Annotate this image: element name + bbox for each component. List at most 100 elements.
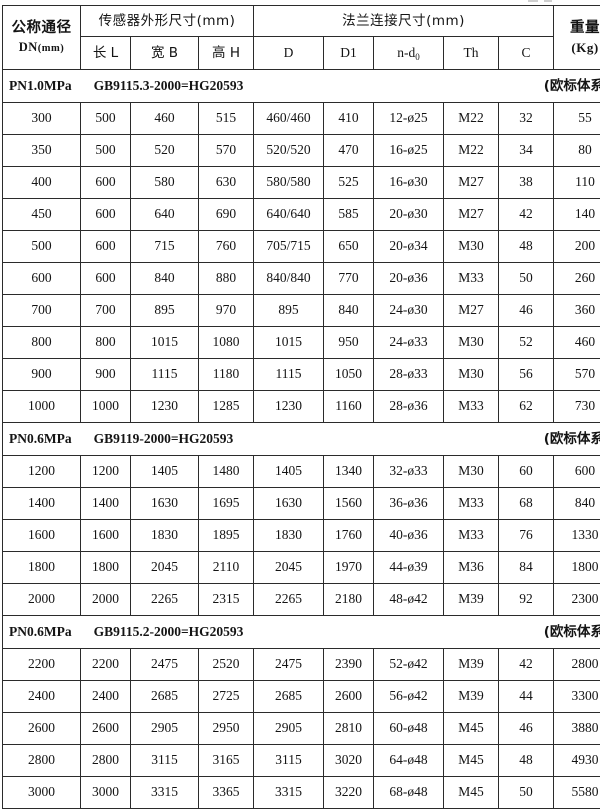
table-cell: M45 [444,777,499,809]
table-cell: 1015 [254,327,324,359]
table-cell: 50 [499,263,554,295]
table-cell: 2300 [554,584,600,616]
table-cell: 840 [131,263,199,295]
table-cell: 1480 [199,456,254,488]
table-cell: 730 [554,391,600,423]
table-cell: 28-ø33 [374,359,444,391]
table-cell: 48 [499,231,554,263]
table-cell: 1405 [254,456,324,488]
table-cell: 580/580 [254,167,324,199]
table-cell: 260 [554,263,600,295]
table-cell: 44 [499,681,554,713]
table-cell: 50 [499,777,554,809]
table-cell: 1050 [324,359,374,391]
table-cell: 1405 [131,456,199,488]
table-cell: 1340 [324,456,374,488]
table-cell: 2905 [131,713,199,745]
table-cell: 600 [81,263,131,295]
table-cell: 2200 [3,649,81,681]
table-cell: 1800 [554,552,600,584]
table-cell: 1115 [131,359,199,391]
table-cell: 450 [3,199,81,231]
table-cell: 650 [324,231,374,263]
table-cell: 2600 [3,713,81,745]
table-cell: 5580 [554,777,600,809]
scan-artifact-mark [528,0,564,4]
table-cell: 2000 [3,584,81,616]
table-cell: M22 [444,135,499,167]
table-cell: 900 [3,359,81,391]
table-cell: 3880 [554,713,600,745]
table-cell: M27 [444,295,499,327]
table-cell: 38 [499,167,554,199]
table-cell: 1230 [131,391,199,423]
header-nominal-diameter-unit: DN(mm) [19,41,65,54]
table-cell: M33 [444,391,499,423]
table-cell: 2905 [254,713,324,745]
table-cell: 24-ø33 [374,327,444,359]
table-cell: 42 [499,649,554,681]
table-cell: 1560 [324,488,374,520]
table-cell: 525 [324,167,374,199]
table-cell: 600 [3,263,81,295]
table-cell: 80 [554,135,600,167]
table-cell: M30 [444,359,499,391]
table-cell: M45 [444,713,499,745]
header-group-flange-dimensions: 法兰连接尺寸(mm) [254,6,554,37]
table-cell: 1400 [3,488,81,520]
table-cell: 2180 [324,584,374,616]
table-cell: 895 [131,295,199,327]
table-cell: 2685 [254,681,324,713]
table-cell: 600 [81,231,131,263]
table-cell: 570 [554,359,600,391]
table-cell: 3300 [554,681,600,713]
table-cell: 1800 [81,552,131,584]
table-cell: 950 [324,327,374,359]
header-col-flange-d1: D1 [324,37,374,70]
table-cell: 4930 [554,745,600,777]
table-cell: 970 [199,295,254,327]
header-col-flange-d: D [254,37,324,70]
table-cell: 600 [81,199,131,231]
table-cell: 20-ø30 [374,199,444,231]
table-cell: 56 [499,359,554,391]
table-cell: 20-ø34 [374,231,444,263]
table-cell: 300 [3,103,81,135]
table-cell: 705/715 [254,231,324,263]
table-cell: 1200 [3,456,81,488]
table-cell: 1115 [254,359,324,391]
table-cell: 500 [81,135,131,167]
table-cell: 60 [499,456,554,488]
section-pressure-rating: PN1.0MPa [9,79,72,93]
table-cell: 460 [131,103,199,135]
table-cell: M27 [444,199,499,231]
table-cell: 410 [324,103,374,135]
table-cell: M30 [444,231,499,263]
section-standard-code: GB9115.2-2000=HG20593 [94,625,244,639]
table-cell: 55 [554,103,600,135]
table-cell: 1330 [554,520,600,552]
table-cell: M22 [444,103,499,135]
table-body: PN1.0MPaGB9115.3-2000=HG20593(欧标体系)30050… [3,70,600,809]
table-sheet: 公称通径 DN(mm) 传感器外形尺寸(mm) 法兰连接尺寸(mm) 重量 (K… [0,0,600,756]
table-cell: 2200 [81,649,131,681]
header-weight-unit: (Kg) [571,41,598,55]
table-cell: 515 [199,103,254,135]
table-cell: 500 [3,231,81,263]
table-cell: 880 [199,263,254,295]
table-header: 公称通径 DN(mm) 传感器外形尺寸(mm) 法兰连接尺寸(mm) 重量 (K… [3,6,600,70]
header-nominal-diameter-title: 公称通径 [12,21,72,36]
table-cell: 48-ø42 [374,584,444,616]
table-cell: M30 [444,456,499,488]
header-weight-title: 重量 [570,21,600,36]
